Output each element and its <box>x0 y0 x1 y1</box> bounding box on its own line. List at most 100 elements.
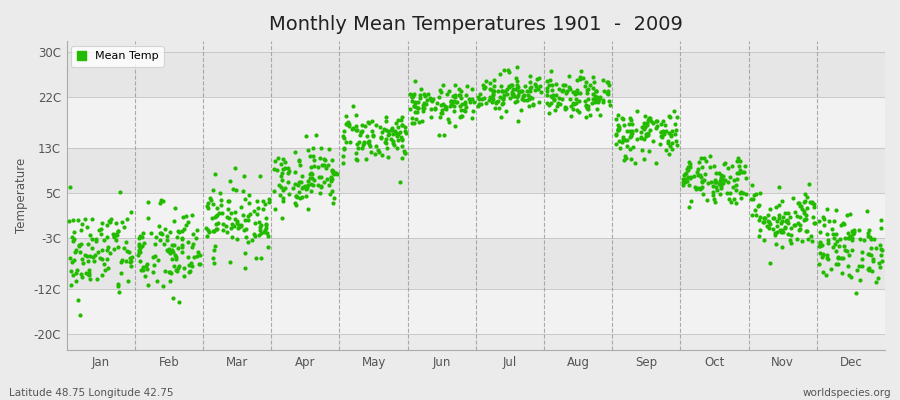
Point <box>592 96 607 102</box>
Point <box>438 106 453 112</box>
Point <box>454 88 468 94</box>
Point <box>112 288 126 295</box>
Point <box>775 218 789 224</box>
Point <box>795 238 809 244</box>
Point <box>823 218 837 224</box>
Point <box>109 237 123 243</box>
Point <box>417 90 431 97</box>
Point <box>80 253 94 259</box>
Point <box>708 198 723 205</box>
Point <box>407 120 421 127</box>
Point <box>68 247 83 253</box>
Point <box>383 126 398 133</box>
Point <box>153 230 167 236</box>
Point <box>73 249 87 255</box>
Point <box>422 95 436 101</box>
Point <box>682 174 697 181</box>
Point <box>466 98 481 105</box>
Point <box>487 77 501 83</box>
Point <box>738 163 752 170</box>
Point <box>260 230 274 236</box>
Point <box>135 243 149 250</box>
Point <box>139 263 153 269</box>
Point <box>548 92 562 98</box>
Point <box>707 178 722 185</box>
Point <box>292 162 307 168</box>
Point <box>525 95 539 102</box>
Point <box>498 88 512 94</box>
Point <box>220 206 235 212</box>
Point <box>407 103 421 110</box>
Point <box>521 92 535 99</box>
Point <box>238 217 252 223</box>
Point <box>863 244 878 251</box>
Point <box>268 158 283 164</box>
Point <box>146 268 160 275</box>
Point <box>646 138 661 144</box>
Point <box>188 234 202 241</box>
Point <box>288 202 302 208</box>
Point <box>540 78 554 84</box>
Point <box>113 259 128 265</box>
Point <box>228 208 242 215</box>
Point <box>163 278 177 284</box>
Point <box>851 227 866 234</box>
Point <box>66 271 80 278</box>
Point <box>258 215 273 222</box>
Point <box>208 214 222 220</box>
Point <box>568 88 582 95</box>
Point <box>491 88 505 94</box>
Point <box>330 171 345 177</box>
Point <box>680 163 695 170</box>
Point <box>679 178 693 185</box>
Point <box>540 92 554 99</box>
Point <box>682 181 697 188</box>
Point <box>821 240 835 246</box>
Point <box>569 100 583 106</box>
Point <box>82 270 96 276</box>
Point <box>739 191 753 198</box>
Point <box>442 118 456 125</box>
Point <box>462 96 476 102</box>
Point <box>825 226 840 232</box>
Point <box>739 174 753 181</box>
Point <box>590 106 604 113</box>
Point <box>495 100 509 107</box>
Point <box>523 88 537 94</box>
Point <box>579 98 593 104</box>
Point <box>693 172 707 178</box>
Point <box>66 238 80 244</box>
Point <box>756 219 770 225</box>
Point <box>654 129 669 136</box>
Point <box>532 99 546 106</box>
Point <box>846 231 860 238</box>
Point <box>790 235 805 242</box>
Point <box>799 227 814 234</box>
Point <box>443 103 457 109</box>
Point <box>658 122 672 129</box>
Point <box>776 214 790 220</box>
Point <box>241 239 256 245</box>
Point <box>426 96 440 102</box>
Point <box>140 266 154 272</box>
Point <box>772 201 787 208</box>
Point <box>407 90 421 97</box>
Point <box>304 174 319 181</box>
Legend: Mean Temp: Mean Temp <box>71 46 164 67</box>
Point <box>329 170 344 177</box>
Point <box>287 169 302 175</box>
Point <box>589 96 603 102</box>
Point <box>642 115 656 122</box>
Point <box>865 268 879 274</box>
Point <box>831 260 845 267</box>
Point <box>349 127 364 134</box>
Point <box>676 182 690 188</box>
Point <box>416 105 430 112</box>
Point <box>404 120 419 126</box>
Point <box>581 103 596 110</box>
Point <box>365 132 380 138</box>
Point <box>395 136 410 143</box>
Point <box>136 267 150 274</box>
Point <box>83 276 97 282</box>
Point <box>418 99 432 106</box>
